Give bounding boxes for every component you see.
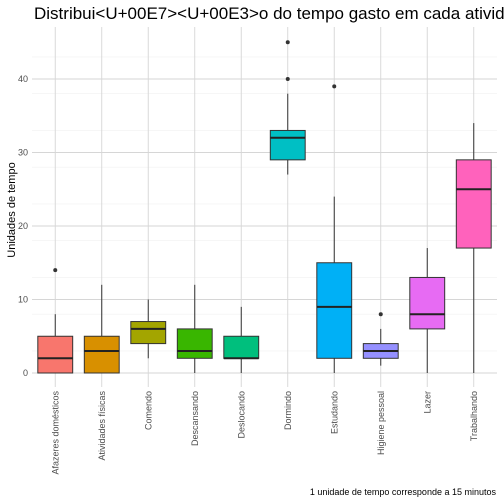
box [455, 159, 492, 249]
box [176, 328, 213, 359]
outlier-point [285, 77, 290, 81]
box [269, 129, 306, 161]
x-tick-label: Afazeres domésticos [50, 391, 60, 475]
x-tick-label: Higiene pessoal [376, 391, 386, 455]
y-tick-label: 30 [18, 148, 28, 158]
box [83, 335, 120, 374]
x-tick-label: Deslocando [236, 391, 246, 439]
outlier-point [378, 312, 383, 317]
box [223, 335, 260, 359]
y-tick-label: 10 [18, 295, 28, 305]
box [316, 262, 353, 359]
y-tick-label: 0 [23, 368, 28, 378]
x-tick-label: Descansando [190, 391, 200, 446]
box [409, 276, 446, 330]
y-tick-label: 20 [18, 221, 28, 231]
chart-title: Distribui<U+00E7><U+00E3>o do tempo gast… [34, 4, 504, 23]
x-tick-label: Estudando [329, 391, 339, 434]
box [37, 335, 74, 374]
x-tick-label: Lazer [422, 391, 432, 414]
outlier-point [332, 84, 337, 89]
chart-caption: 1 unidade de tempo corresponde a 15 minu… [309, 487, 496, 497]
x-tick-label: Trabalhando [469, 391, 479, 441]
y-tick-label: 40 [18, 74, 28, 84]
box [130, 321, 167, 345]
x-tick-label: Comendo [143, 391, 153, 430]
outlier-point [285, 40, 290, 45]
outlier-point [53, 268, 58, 273]
x-tick-label: Dormindo [283, 391, 293, 430]
x-tick-label: Atividades físicas [97, 391, 107, 461]
